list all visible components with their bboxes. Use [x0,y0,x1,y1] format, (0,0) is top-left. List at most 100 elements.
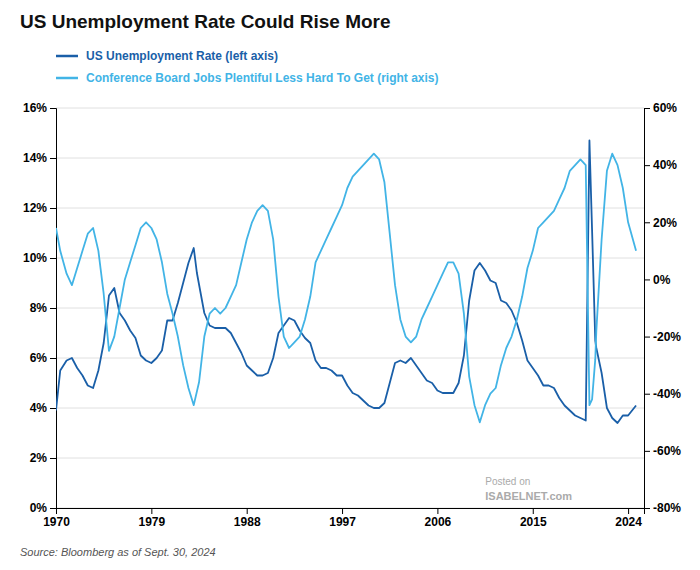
tick-label: 2006 [425,515,452,529]
grid-line [56,408,644,409]
tick-mark [644,108,650,109]
tick-mark [50,508,56,509]
tick-mark [533,508,534,514]
legend-swatch [56,55,78,58]
tick: 16% [23,101,56,115]
line [56,154,636,423]
tick-mark [50,458,56,459]
legend: US Unemployment Rate (left axis) Conferen… [56,49,439,85]
tick-label: 12% [23,201,47,215]
series-group [56,141,636,424]
tick-label: 8% [30,301,48,315]
tick-mark [50,158,56,159]
tick-mark [644,451,650,452]
legend-label: Conference Board Jobs Plentiful Less Har… [86,71,439,85]
tick: 0% [644,273,671,287]
tick: 12% [23,201,56,215]
tick-label: 1997 [329,515,356,529]
tick-label: -80% [653,501,681,515]
grid-line [56,458,644,459]
line [56,141,636,424]
tick-mark [50,108,56,109]
tick-mark [151,508,152,514]
tick-mark [247,508,248,514]
tick-mark [50,308,56,309]
tick-label: 2% [30,451,48,465]
tick-label: 0% [653,273,671,287]
grid-line [56,108,644,109]
legend-item: Conference Board Jobs Plentiful Less Har… [56,71,439,85]
tick-mark [644,279,650,280]
chart: US Unemployment Rate Could Rise More US U… [0,0,700,570]
tick-mark [50,208,56,209]
tick: 1997 [329,508,356,529]
tick: 1979 [138,508,165,529]
y2-axis: -80% -60% -40% -20% 0% 20% 40% 60% [644,101,681,515]
tick-label: 1988 [234,515,261,529]
plot: 1970 1979 1988 1997 2006 2015 2024 0% 2% 4% 6% 8% 10… [23,101,681,528]
tick-label: 40% [653,158,677,172]
grid-line [56,308,644,309]
tick-label: 0% [30,501,48,515]
tick: 0% [30,501,56,515]
tick: 1988 [234,508,261,529]
tick: 1970 [43,508,70,529]
tick: 6% [30,351,56,365]
tick: -20% [644,330,681,344]
tick-label: 4% [30,401,48,415]
grid-line [56,158,644,159]
tick: 2015 [520,508,547,529]
legend-label: US Unemployment Rate (left axis) [86,49,278,63]
tick-mark [342,508,343,514]
tick-label: 60% [653,101,677,115]
tick-mark [644,394,650,395]
axis-line [57,509,645,515]
tick-mark [628,508,629,514]
tick-mark [50,408,56,409]
tick: 14% [23,151,56,165]
tick-label: 2015 [520,515,547,529]
x-axis: 1970 1979 1988 1997 2006 2015 2024 [43,508,644,529]
tick-label: -60% [653,444,681,458]
axis-line [645,109,651,509]
tick-label: 10% [23,251,47,265]
tick: -80% [644,501,681,515]
tick-label: 16% [23,101,47,115]
axis-line [50,109,57,509]
tick-label: -20% [653,330,681,344]
tick: 8% [30,301,56,315]
tick-label: 6% [30,351,48,365]
tick: 4% [30,401,56,415]
tick-mark [50,258,56,259]
title: US Unemployment Rate Could Rise More [20,11,391,32]
tick: 40% [644,158,677,172]
tick: 2024 [615,508,642,529]
grid [56,108,644,508]
tick-label: 2024 [615,515,642,529]
tick-label: 1979 [138,515,165,529]
tick-label: 1970 [43,515,70,529]
tick: -60% [644,444,681,458]
tick: -40% [644,387,681,401]
watermark: Posted on [485,476,530,487]
tick-mark [644,508,650,509]
tick-label: -40% [653,387,681,401]
tick-mark [644,222,650,223]
tick: 2% [30,451,56,465]
tick: 10% [23,251,56,265]
tick-mark [437,508,438,514]
tick-label: 14% [23,151,47,165]
tick-mark [644,165,650,166]
tick-mark [50,358,56,359]
tick: 2006 [425,508,452,529]
source-note: Source: Bloomberg as of Sept. 30, 2024 [20,546,216,558]
legend-item: US Unemployment Rate (left axis) [56,49,278,63]
tick-label: 20% [653,216,677,230]
y-axis: 0% 2% 4% 6% 8% 10% 12% 14% 16% [23,101,57,515]
tick: 60% [644,101,677,115]
tick-mark [644,337,650,338]
tick: 20% [644,216,677,230]
grid-line [56,258,644,259]
legend-swatch [56,77,78,80]
watermark: ISABELNET.com [485,490,572,502]
